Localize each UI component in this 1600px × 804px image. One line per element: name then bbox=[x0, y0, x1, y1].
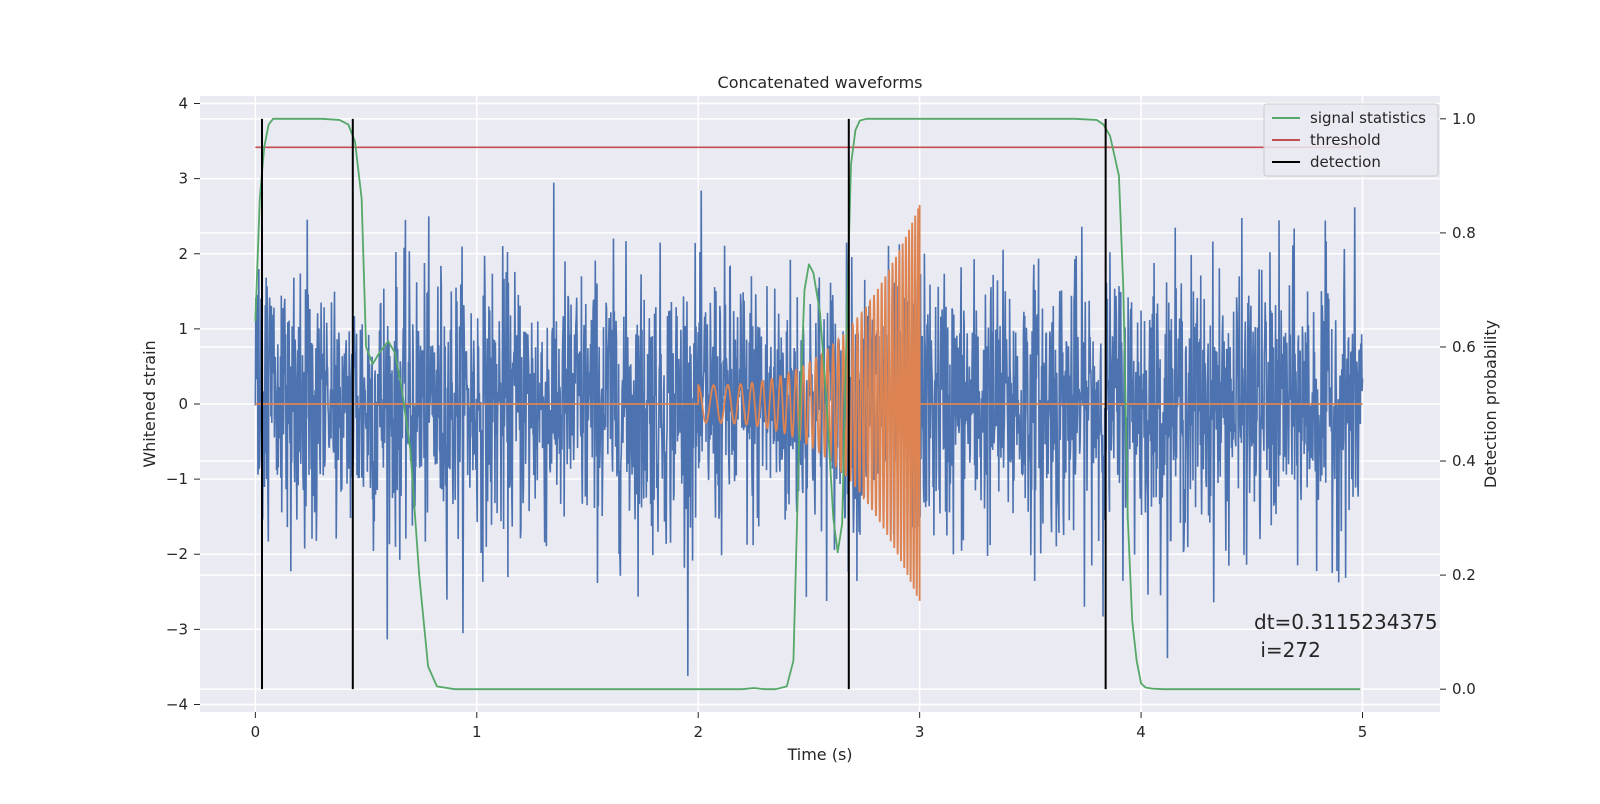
y-tick-label-left: 1 bbox=[178, 320, 188, 338]
y-tick-label-right: 1.0 bbox=[1452, 110, 1476, 128]
x-tick-label: 2 bbox=[693, 723, 703, 741]
y-tick-label-left: −1 bbox=[166, 470, 188, 488]
y-tick-label-left: −3 bbox=[166, 620, 188, 638]
y-tick-label-left: −4 bbox=[166, 695, 188, 713]
x-tick-label: 0 bbox=[251, 723, 261, 741]
y-tick-label-right: 0.0 bbox=[1452, 680, 1476, 698]
y-axis-label-left: Whitened strain bbox=[140, 340, 159, 467]
y-tick-label-right: 0.2 bbox=[1452, 566, 1476, 584]
x-tick-label: 1 bbox=[472, 723, 482, 741]
y-tick-label-left: −2 bbox=[166, 545, 188, 563]
y-tick-label-left: 0 bbox=[178, 395, 188, 413]
annotation: dt=0.3115234375 i=272 bbox=[1254, 610, 1438, 662]
legend-label: signal statistics bbox=[1310, 109, 1426, 127]
y-tick-label-left: 4 bbox=[178, 95, 188, 113]
legend-box bbox=[1263, 103, 1439, 177]
waveform-series-line bbox=[255, 204, 1363, 601]
tick-labels: 0 1 2 3 4 5 −4 −3 −2 −1 0 1 2 3 4 0.0 0.2 0.4 0.6 0.8 1.0 bbox=[166, 95, 1476, 741]
chart-title: Concatenated waveforms bbox=[718, 73, 923, 92]
y-axis-label-right: Detection probability bbox=[1481, 320, 1500, 488]
legend: signal statistics threshold detection bbox=[1263, 103, 1439, 177]
x-axis-label: Time (s) bbox=[786, 745, 852, 764]
series-layer bbox=[254, 117, 1364, 691]
y-tick-label-left: 2 bbox=[178, 245, 188, 263]
x-tick-label: 3 bbox=[915, 723, 925, 741]
y-tick-label-left: 3 bbox=[178, 170, 188, 188]
y-tick-label-right: 0.6 bbox=[1452, 338, 1476, 356]
legend-label: threshold bbox=[1310, 131, 1381, 149]
y-tick-label-right: 0.4 bbox=[1452, 452, 1476, 470]
signal-statistics-line bbox=[254, 117, 1361, 691]
y-tick-label-right: 0.8 bbox=[1452, 224, 1476, 242]
x-tick-label: 5 bbox=[1358, 723, 1368, 741]
annotation-dt: dt=0.3115234375 bbox=[1254, 610, 1438, 634]
x-tick-label: 4 bbox=[1136, 723, 1146, 741]
annotation-index: i=272 bbox=[1254, 638, 1321, 662]
legend-label: detection bbox=[1310, 153, 1381, 171]
